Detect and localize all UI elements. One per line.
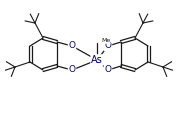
Text: Me: Me bbox=[101, 39, 110, 44]
Text: O: O bbox=[104, 65, 112, 74]
Text: O: O bbox=[69, 65, 75, 74]
Text: As: As bbox=[91, 55, 103, 65]
Text: O: O bbox=[104, 42, 112, 50]
Text: O: O bbox=[69, 42, 75, 50]
